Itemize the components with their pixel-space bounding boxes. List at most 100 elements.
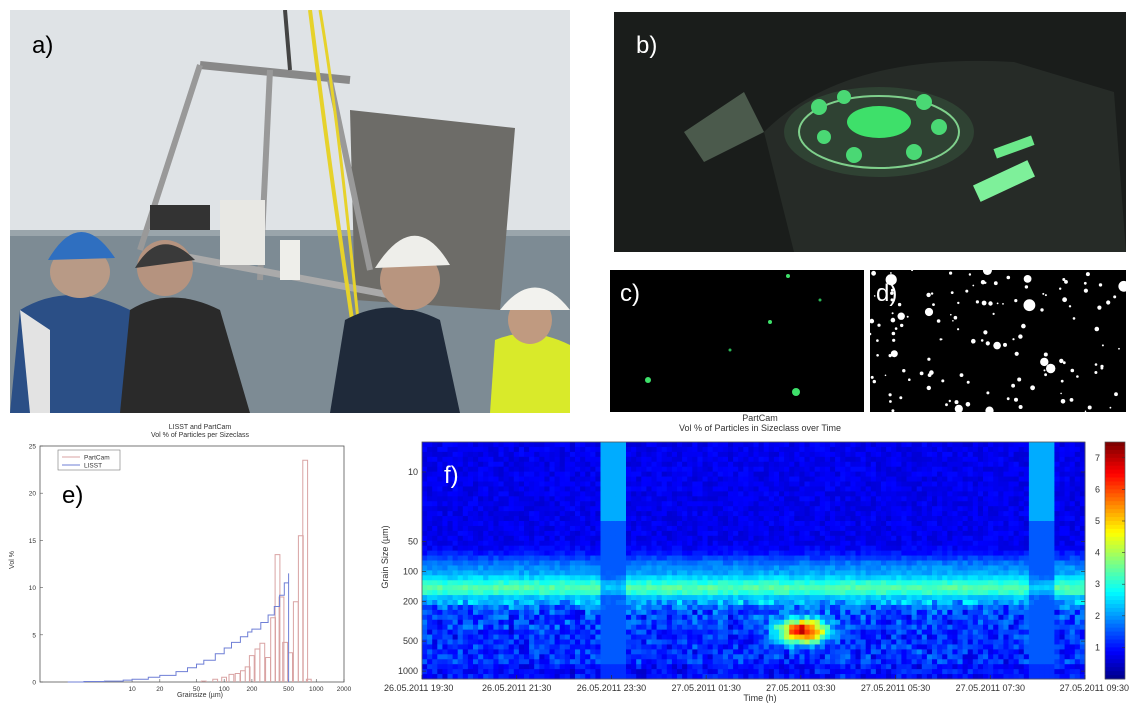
heatmap-cell (605, 442, 612, 448)
heatmap-cell (855, 516, 861, 522)
heatmap-cell (671, 491, 678, 497)
heatmap-cell (707, 521, 714, 527)
heatmap-cell (636, 649, 642, 655)
heatmap-cell (845, 614, 851, 621)
heatmap-cell (651, 674, 657, 680)
heatmap-cell (804, 664, 810, 670)
heatmap-cell (559, 451, 566, 458)
heatmap-cell (564, 614, 571, 621)
heatmap-cell (534, 590, 540, 596)
heatmap-cell (452, 570, 459, 576)
heatmap-cell (921, 496, 928, 502)
particle-speck (1118, 280, 1126, 292)
heatmap-cell (753, 471, 759, 477)
heatmap-cell (809, 604, 816, 611)
heatmap-cell (835, 446, 841, 453)
heatmap-cell (763, 624, 770, 631)
heatmap-cell (452, 476, 459, 482)
heatmap-cell (462, 496, 469, 502)
heatmap-cell (728, 555, 734, 561)
heatmap-cell (554, 491, 561, 497)
heatmap-cell (779, 451, 785, 458)
heatmap-cell (656, 649, 663, 655)
heatmap-cell (784, 580, 790, 586)
heatmap-cell (865, 501, 872, 507)
heatmap-cell (564, 476, 571, 482)
heatmap-cell (559, 511, 566, 517)
heatmap-cell (850, 585, 856, 591)
particle-speck (968, 273, 972, 276)
heatmap-cell (437, 654, 443, 660)
heatmap-cell (656, 570, 663, 576)
heatmap-cell (728, 535, 734, 542)
heatmap-cell (758, 634, 765, 640)
heatmap-cell (447, 511, 453, 517)
heatmap-cell (493, 580, 499, 586)
heatmap-cell (891, 560, 897, 566)
heatmap-cell (600, 511, 606, 517)
heatmap-cell (467, 451, 474, 458)
heatmap-cell (590, 644, 596, 650)
heatmap-cell (896, 456, 902, 463)
heatmap-cell (779, 664, 785, 670)
heatmap-cell (473, 585, 479, 591)
heatmap-cell (427, 476, 433, 482)
heatmap-cell (814, 511, 821, 517)
heatmap-cell (911, 471, 918, 477)
heatmap-cell (870, 585, 877, 591)
heatmap-cell (794, 476, 800, 482)
heatmap-cell (580, 664, 586, 670)
heatmap-cell (666, 486, 673, 492)
heatmap-cell (824, 442, 831, 448)
heatmap-cell (580, 649, 586, 655)
heatmap-cell (809, 491, 816, 497)
heatmap-cell (743, 506, 749, 512)
heatmap-cell (488, 614, 494, 621)
heatmap-cell (631, 521, 637, 527)
heatmap-cell (539, 664, 545, 670)
heatmap-cell (432, 669, 438, 675)
heatmap-cell (554, 644, 561, 650)
heatmap-cell (580, 511, 586, 517)
heatmap-cell (779, 614, 785, 621)
heatmap-cell (717, 585, 724, 591)
particle-speck (919, 371, 924, 376)
heatmap-cell (804, 501, 810, 507)
heatmap-cell (651, 501, 657, 507)
heatmap-cell (473, 604, 479, 611)
heatmap-cell (738, 565, 744, 571)
heatmap-cell (483, 491, 489, 497)
heatmap-cell (916, 496, 923, 502)
heatmap-cell (906, 540, 912, 547)
heatmap-cell (447, 476, 453, 482)
heatmap-cell (498, 570, 504, 576)
heatmap-cell (488, 486, 494, 492)
heatmap-cell (595, 674, 601, 680)
heatmap-cell (712, 525, 719, 532)
heatmap-cell (641, 649, 647, 655)
heatmap-cell (824, 600, 831, 606)
heatmap-cell (432, 545, 438, 552)
heatmap-cell (605, 486, 612, 492)
heatmap-cell (488, 580, 494, 586)
heatmap-cell (875, 604, 882, 611)
heatmap-cell (656, 664, 663, 670)
heatmap-cell (569, 540, 576, 547)
heatmap-cell (539, 659, 545, 665)
heatmap-cell (809, 461, 816, 468)
heatmap-cell (534, 511, 540, 517)
heatmap-cell (620, 639, 627, 645)
heatmap-cell (498, 674, 504, 680)
heatmap-cell (554, 496, 561, 502)
heatmap-cell (758, 674, 765, 680)
heatmap-cell (743, 446, 749, 453)
heatmap-cell (845, 446, 851, 453)
heatmap-cell (881, 476, 887, 482)
heatmap-cell (926, 486, 933, 492)
heatmap-cell (743, 486, 749, 492)
chart-f-ylabel: Grain Size (µm) (380, 525, 390, 588)
heatmap-cell (763, 511, 770, 517)
heatmap-cell (743, 659, 749, 665)
heatmap-cell (692, 442, 698, 448)
particle-speck (902, 369, 906, 373)
